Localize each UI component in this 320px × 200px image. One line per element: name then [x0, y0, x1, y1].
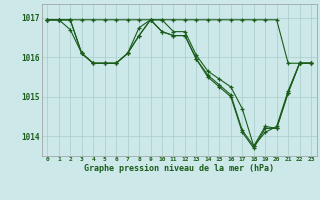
X-axis label: Graphe pression niveau de la mer (hPa): Graphe pression niveau de la mer (hPa): [84, 164, 274, 173]
